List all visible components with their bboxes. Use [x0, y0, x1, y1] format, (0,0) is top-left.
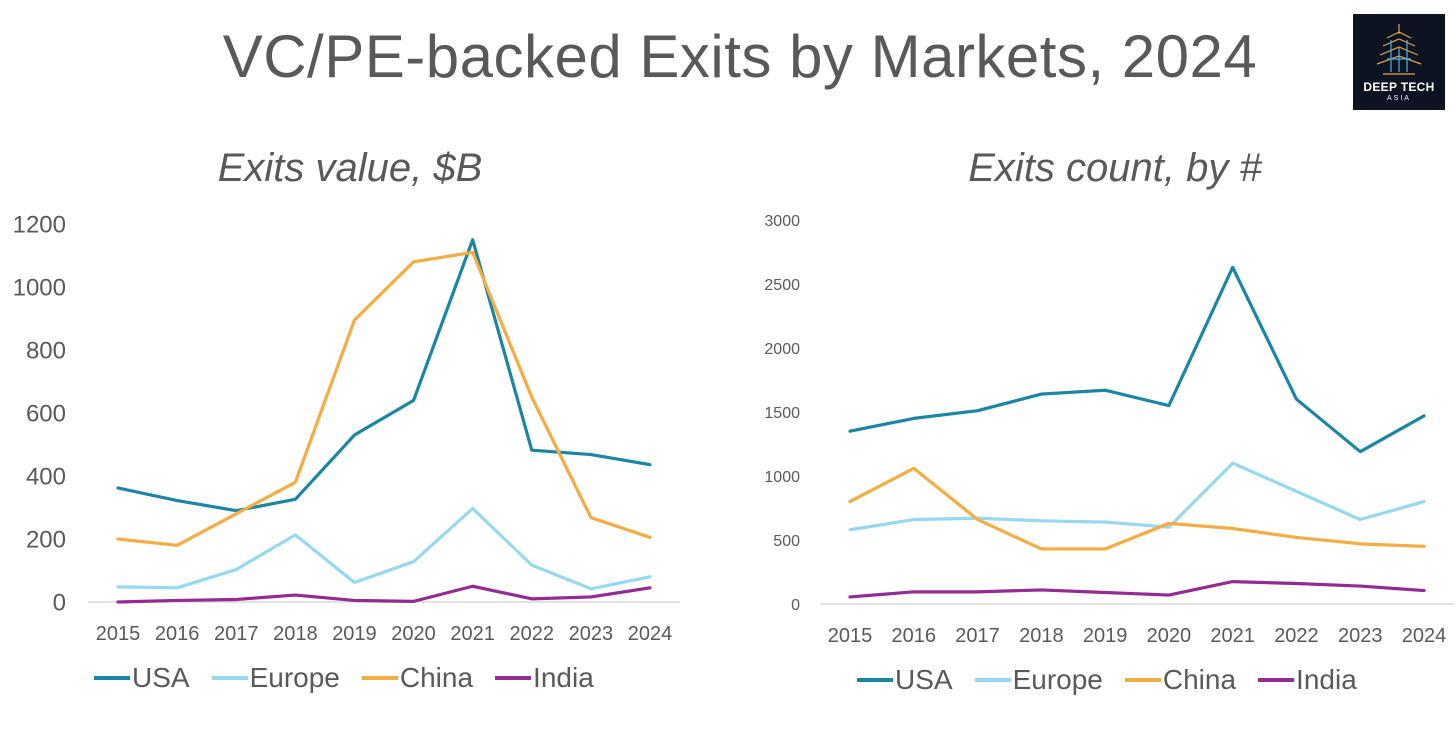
legend-label: India — [1296, 664, 1357, 695]
y-tick-label: 1500 — [764, 405, 800, 422]
legend-item-china: China — [361, 662, 474, 694]
chart1-legend: USA Europe China India — [94, 662, 616, 694]
x-tick-label: 2020 — [1147, 625, 1192, 647]
y-tick-label: 1000 — [13, 275, 66, 302]
legend-swatch — [857, 678, 893, 682]
x-tick-label: 2016 — [892, 625, 937, 647]
pagoda-icon — [1376, 24, 1422, 75]
legend-item-china: China — [1124, 664, 1237, 696]
x-tick-label: 2018 — [273, 623, 318, 645]
page-title: VC/PE-backed Exits by Markets, 2024 — [222, 23, 1258, 90]
y-tick-label: 2500 — [764, 277, 800, 294]
y-tick-label: 1000 — [764, 469, 800, 486]
legend-item-usa: USA — [94, 662, 190, 694]
y-tick-label: 200 — [26, 527, 66, 554]
x-tick-label: 2023 — [1338, 625, 1383, 647]
legend-item-europe: Europe — [974, 664, 1103, 696]
x-tick-label: 2018 — [1019, 625, 1064, 647]
value-series-europe — [116, 506, 652, 591]
chart2-legend: USA Europe China India — [857, 664, 1379, 696]
x-tick-label: 2017 — [214, 623, 259, 645]
x-tick-label: 2019 — [1083, 625, 1128, 647]
x-tick-label: 2016 — [155, 623, 200, 645]
x-tick-label: 2020 — [391, 623, 436, 645]
y-tick-label: 3000 — [764, 213, 800, 230]
legend-label: Europe — [249, 662, 340, 693]
legend-label: India — [533, 662, 594, 693]
logo-subtext: ASIA — [1387, 95, 1411, 102]
y-tick-label: 2000 — [764, 341, 800, 358]
value-series-usa — [116, 238, 652, 513]
x-tick-label: 2024 — [1402, 625, 1447, 647]
exits-count-chart: 0 500 1000 1500 2000 2500 3000 2015 2016 2017 2018… — [764, 213, 1454, 647]
legend-swatch — [495, 676, 532, 680]
legend-swatch — [94, 676, 130, 680]
x-tick-label: 2022 — [510, 623, 555, 645]
legend-item-india: India — [495, 662, 594, 694]
x-tick-label: 2021 — [450, 623, 495, 645]
value-series-china — [116, 250, 652, 547]
legend-item-europe: Europe — [211, 662, 340, 694]
logo-text: DEEP TECH — [1363, 80, 1435, 94]
deep-tech-asia-logo: DEEP TECH ASIA — [1353, 14, 1445, 110]
x-tick-label: 2017 — [955, 625, 1000, 647]
legend-swatch — [211, 676, 248, 680]
x-tick-label: 2015 — [96, 623, 141, 645]
legend-swatch — [1124, 678, 1161, 682]
legend-label: China — [399, 662, 474, 693]
x-tick-label: 2015 — [828, 625, 873, 647]
legend-label: USA — [895, 664, 953, 695]
x-tick-label: 2019 — [332, 623, 377, 645]
y-tick-label: 400 — [26, 464, 66, 491]
x-tick-label: 2024 — [628, 623, 673, 645]
legend-item-usa: USA — [857, 664, 953, 696]
chart2-title: Exits count, by # — [968, 146, 1262, 190]
value-series-india — [116, 584, 652, 604]
chart1-title: Exits value, $B — [217, 146, 483, 190]
y-tick-label: 1200 — [13, 212, 66, 239]
x-tick-label: 2022 — [1274, 625, 1319, 647]
legend-label: China — [1162, 664, 1237, 695]
count-series-europe — [848, 461, 1426, 532]
count-series-usa — [848, 265, 1426, 454]
legend-swatch — [974, 678, 1011, 682]
y-tick-label: 0 — [791, 597, 800, 614]
y-tick-label: 0 — [53, 590, 66, 617]
x-tick-label: 2023 — [569, 623, 614, 645]
x-tick-label: 2021 — [1210, 625, 1255, 647]
y-tick-label: 500 — [773, 533, 800, 550]
legend-label: Europe — [1012, 664, 1103, 695]
y-tick-label: 600 — [26, 401, 66, 428]
legend-item-india: India — [1258, 664, 1357, 696]
count-series-india — [848, 580, 1426, 599]
legend-label: USA — [132, 662, 190, 693]
legend-swatch — [1258, 678, 1295, 682]
y-tick-label: 800 — [26, 338, 66, 365]
legend-swatch — [361, 676, 398, 680]
count-series-china — [848, 466, 1426, 551]
exits-value-chart: 0 200 400 600 800 1000 1200 2015 2016 2017 2018 201… — [13, 212, 680, 645]
